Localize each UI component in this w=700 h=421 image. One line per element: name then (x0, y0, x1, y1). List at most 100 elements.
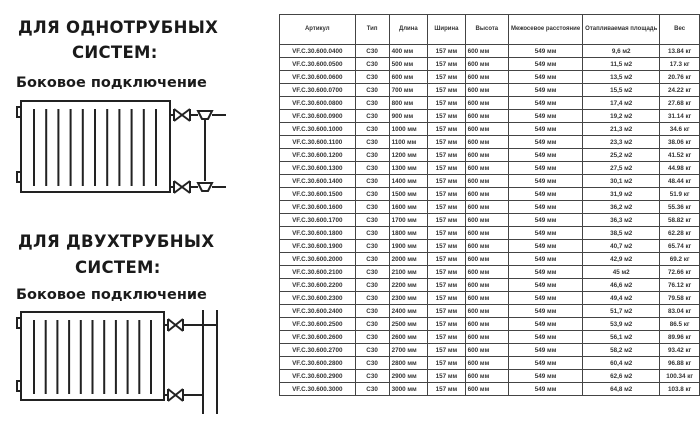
table-row: VF.C.30.600.1600 C30 1600 мм 157 мм 600 мм 54… (279, 200, 700, 214)
table-cell: 27.68 кг (659, 96, 700, 110)
table-cell: 2100 мм (388, 265, 429, 279)
table-cell: 600 мм (464, 317, 509, 331)
table-cell: 2900 мм (388, 369, 429, 383)
table-cell: 549 мм (507, 161, 584, 175)
table-cell: 1700 мм (388, 213, 429, 227)
table-cell: C30 (354, 187, 390, 201)
table-cell: 62,6 м2 (582, 369, 661, 383)
table-cell: 549 мм (507, 252, 584, 266)
table-cell: 64,8 м2 (582, 382, 661, 396)
table-cell: 157 мм (427, 44, 466, 58)
table-cell: VF.C.30.600.1300 (279, 161, 356, 175)
table-cell: 17,4 м2 (582, 96, 661, 110)
one-pipe-title-line1: ДЛЯ ОДНОТРУБНЫХ (18, 18, 219, 37)
table-cell: 549 мм (507, 187, 584, 201)
table-row: VF.C.30.600.1500 C30 1500 мм 157 мм 600 мм 54… (279, 187, 700, 201)
table-cell: C30 (354, 44, 390, 58)
table-cell: VF.C.30.600.2200 (279, 278, 356, 292)
table-cell: 40,7 м2 (582, 239, 661, 253)
table-cell: 157 мм (427, 109, 466, 123)
table-cell: C30 (354, 83, 390, 97)
table-cell: 600 мм (464, 330, 509, 344)
column-header: Ширина (427, 14, 466, 45)
table-cell: C30 (354, 135, 390, 149)
table-cell: 157 мм (427, 317, 466, 331)
table-cell: 86.5 кг (659, 317, 700, 331)
table-cell: 549 мм (507, 317, 584, 331)
table-cell: 44.98 кг (659, 161, 700, 175)
table-cell: 157 мм (427, 122, 466, 136)
table-cell: 20.76 кг (659, 70, 700, 84)
table-cell: C30 (354, 200, 390, 214)
table-cell: 549 мм (507, 83, 584, 97)
table-cell: 19,2 м2 (582, 109, 661, 123)
table-row: VF.C.30.600.1000 C30 1000 мм 157 мм 600 мм 54… (279, 122, 700, 136)
table-cell: 600 мм (464, 252, 509, 266)
table-cell: 549 мм (507, 200, 584, 214)
table-cell: C30 (354, 317, 390, 331)
table-cell: 89.96 кг (659, 330, 700, 344)
table-cell: VF.C.30.600.1600 (279, 200, 356, 214)
table-row: VF.C.30.600.2500 C30 2500 мм 157 мм 600 мм 54… (279, 317, 700, 331)
table-cell: 2600 мм (388, 330, 429, 344)
table-cell: VF.C.30.600.0500 (279, 57, 356, 71)
table-row: VF.C.30.600.1400 C30 1400 мм 157 мм 600 мм 54… (279, 174, 700, 188)
table-row: VF.C.30.600.2000 C30 2000 мм 157 мм 600 мм 54… (279, 252, 700, 266)
table-cell: 103.8 кг (659, 382, 700, 396)
table-cell: 36,3 м2 (582, 213, 661, 227)
table-cell: 55.36 кг (659, 200, 700, 214)
column-header: Длина (388, 14, 429, 45)
table-cell: VF.C.30.600.1700 (279, 213, 356, 227)
table-cell: 38.06 кг (659, 135, 700, 149)
table-cell: 1900 мм (388, 239, 429, 253)
table-cell: 600 мм (464, 135, 509, 149)
table-cell: 549 мм (507, 44, 584, 58)
table-cell: 27,5 м2 (582, 161, 661, 175)
table-cell: VF.C.30.600.2600 (279, 330, 356, 344)
table-cell: 2400 мм (388, 304, 429, 318)
table-cell: 549 мм (507, 148, 584, 162)
table-cell: 700 мм (388, 83, 429, 97)
table-cell: 17.3 кг (659, 57, 700, 71)
table-cell: C30 (354, 70, 390, 84)
table-cell: 51,7 м2 (582, 304, 661, 318)
table-cell: VF.C.30.600.2000 (279, 252, 356, 266)
table-cell: VF.C.30.600.1400 (279, 174, 356, 188)
table-cell: 600 мм (464, 382, 509, 396)
table-cell: VF.C.30.600.0800 (279, 96, 356, 110)
table-cell: C30 (354, 330, 390, 344)
table-cell: 2500 мм (388, 317, 429, 331)
table-cell: 1000 мм (388, 122, 429, 136)
connection-diagrams (16, 100, 226, 414)
table-row: VF.C.30.600.0600 C30 600 мм 157 мм 600 мм 549… (279, 70, 700, 84)
table-cell: VF.C.30.600.1800 (279, 226, 356, 240)
table-cell: 2700 мм (388, 343, 429, 357)
table-cell: VF.C.30.600.1100 (279, 135, 356, 149)
table-cell: 79.58 кг (659, 291, 700, 305)
table-cell: 600 мм (464, 343, 509, 357)
table-cell: 600 мм (464, 148, 509, 162)
table-cell: 21,3 м2 (582, 122, 661, 136)
table-cell: VF.C.30.600.0600 (279, 70, 356, 84)
column-header: Отапливаемая площадь (582, 14, 661, 45)
table-row: VF.C.30.600.1100 C30 1100 мм 157 мм 600 мм 54… (279, 135, 700, 149)
table-cell: VF.C.30.600.0900 (279, 109, 356, 123)
table-cell: 400 мм (388, 44, 429, 58)
table-cell: 58,2 м2 (582, 343, 661, 357)
table-cell: 42,9 м2 (582, 252, 661, 266)
table-cell: 34.6 кг (659, 122, 700, 136)
table-cell: 600 мм (464, 174, 509, 188)
table-cell: C30 (354, 382, 390, 396)
table-cell: 600 мм (464, 278, 509, 292)
table-cell: 45 м2 (582, 265, 661, 279)
table-cell: 549 мм (507, 382, 584, 396)
table-cell: 2300 мм (388, 291, 429, 305)
table-cell: 157 мм (427, 213, 466, 227)
table-row: VF.C.30.600.2400 C30 2400 мм 157 мм 600 мм 54… (279, 304, 700, 318)
table-cell: 600 мм (464, 161, 509, 175)
table-cell: C30 (354, 57, 390, 71)
table-cell: 157 мм (427, 187, 466, 201)
table-cell: 1400 мм (388, 174, 429, 188)
table-cell: 549 мм (507, 239, 584, 253)
table-cell: 51.9 кг (659, 187, 700, 201)
